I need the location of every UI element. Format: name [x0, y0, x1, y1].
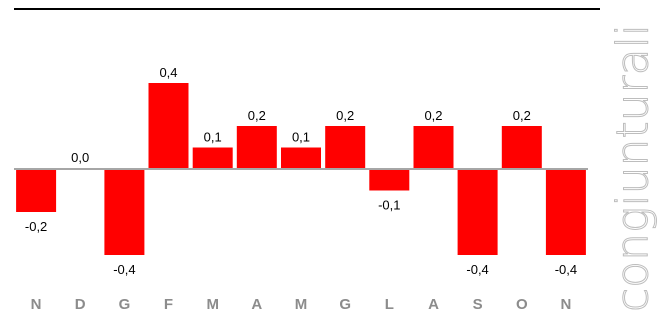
top-rule — [14, 8, 600, 10]
category-label-4: M — [206, 296, 219, 313]
bar-8 — [369, 169, 410, 191]
value-label-4: 0,1 — [204, 130, 222, 145]
category-label-5: A — [251, 296, 262, 313]
bar-9 — [413, 126, 454, 169]
value-labels-group: -0,2 0,0 -0,4 0,4 0,1 0,2 0,1 0,2 -0,1 0,2 -0,4 0,2… — [25, 65, 577, 277]
value-label-2: -0,4 — [113, 262, 135, 277]
category-label-7: G — [339, 296, 351, 313]
bar-10 — [457, 169, 498, 255]
bar-7 — [325, 126, 366, 169]
value-label-0: -0,2 — [25, 219, 47, 234]
category-label-0: N — [31, 296, 42, 313]
category-label-9: A — [428, 296, 439, 313]
bar-3 — [148, 83, 189, 169]
category-label-11: O — [516, 296, 528, 313]
value-label-8: -0,1 — [378, 198, 400, 213]
value-label-11: 0,2 — [513, 108, 531, 123]
bar-5 — [236, 126, 277, 169]
category-label-8: L — [385, 296, 394, 313]
side-label-container: congiunturali — [607, 0, 658, 335]
bar-12 — [545, 169, 586, 255]
bar-11 — [501, 126, 542, 169]
value-label-3: 0,4 — [159, 65, 177, 80]
category-label-1: D — [75, 296, 86, 313]
bar-4 — [192, 147, 233, 169]
bars-group — [16, 83, 586, 255]
value-label-9: 0,2 — [424, 108, 442, 123]
value-label-12: -0,4 — [555, 262, 577, 277]
bar-0 — [16, 169, 57, 212]
side-label: congiunturali — [607, 23, 658, 312]
category-label-6: M — [295, 296, 308, 313]
category-label-10: S — [473, 296, 483, 313]
bar-6 — [281, 147, 321, 169]
bar-2 — [104, 169, 145, 255]
value-label-6: 0,1 — [292, 130, 310, 145]
bar-chart: -0,2 0,0 -0,4 0,4 0,1 0,2 0,1 0,2 -0,1 0,2 -0,4 0,2… — [14, 65, 588, 313]
value-label-1: 0,0 — [71, 150, 89, 165]
value-label-10: -0,4 — [466, 262, 488, 277]
value-label-5: 0,2 — [248, 108, 266, 123]
category-label-2: G — [119, 296, 131, 313]
category-label-3: F — [164, 296, 173, 313]
category-label-12: N — [560, 296, 571, 313]
value-label-7: 0,2 — [336, 108, 354, 123]
